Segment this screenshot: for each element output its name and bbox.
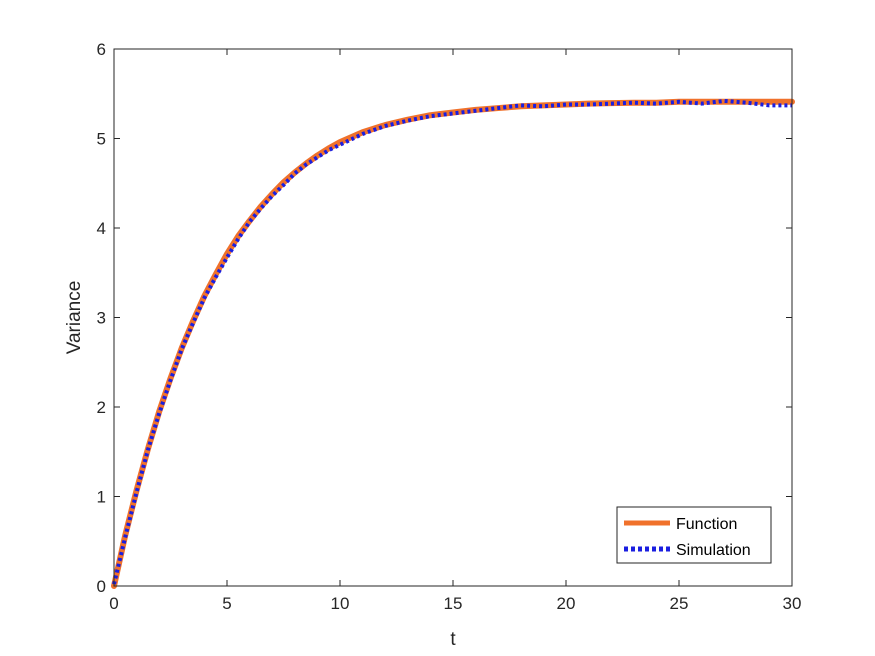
y-tick-label: 2: [97, 398, 106, 417]
x-tick-label: 15: [444, 594, 463, 613]
x-ticks: 0 5 10 15 20 25 30: [109, 49, 801, 613]
plot-area: [114, 49, 792, 586]
x-tick-label: 30: [783, 594, 802, 613]
y-tick-label: 6: [97, 40, 106, 59]
y-ticks: 0 1 2 3 4 5 6: [97, 40, 792, 596]
y-tick-label: 3: [97, 309, 106, 328]
y-axis-label: Variance: [64, 281, 85, 355]
y-tick-label: 4: [97, 219, 106, 238]
legend-box: [616, 506, 772, 564]
series-layer: [111, 98, 795, 589]
legend-label-function: Function: [676, 516, 737, 533]
x-axis-label: t: [450, 629, 456, 650]
y-tick-label: 1: [97, 488, 106, 507]
x-tick-label: 20: [557, 594, 576, 613]
y-tick-label: 5: [97, 130, 106, 149]
x-tick-label: 0: [109, 594, 118, 613]
series-line-simulation: [112, 98, 792, 585]
legend: Function Simulation: [616, 506, 772, 564]
x-tick-label: 5: [222, 594, 231, 613]
x-tick-label: 10: [331, 594, 350, 613]
y-tick-label: 0: [97, 577, 106, 596]
x-tick-label: 25: [670, 594, 689, 613]
legend-label-simulation: Simulation: [676, 542, 751, 559]
